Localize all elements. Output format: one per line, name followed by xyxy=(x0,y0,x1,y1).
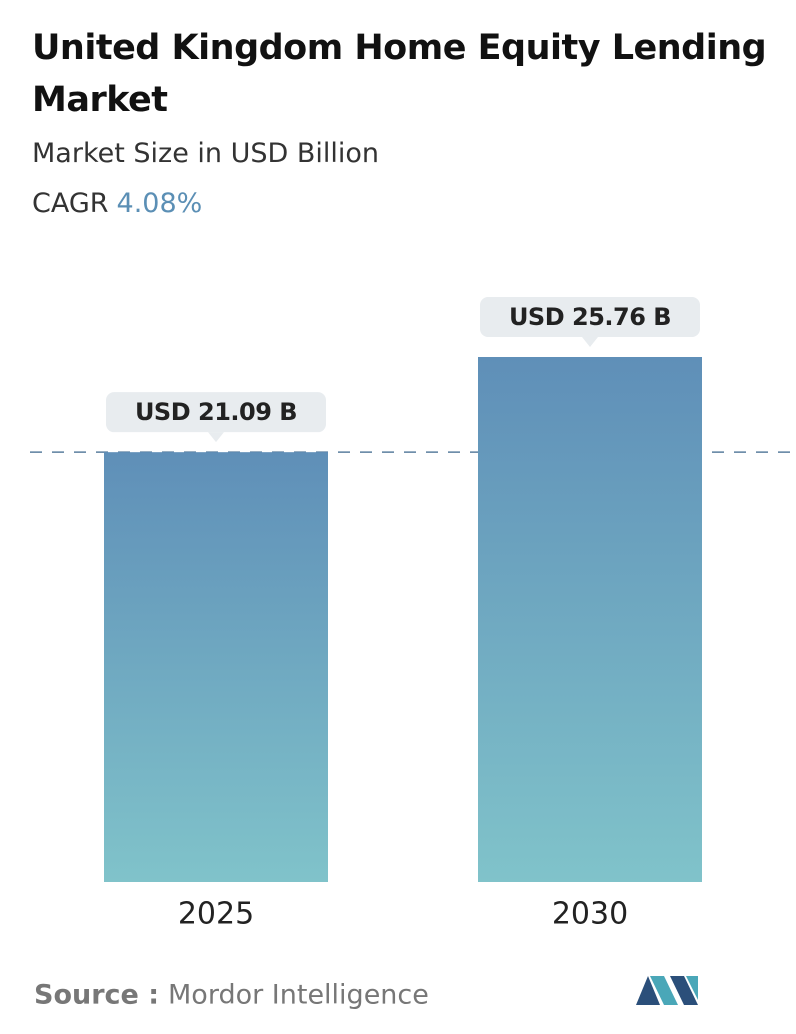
cagr: CAGR 4.08% xyxy=(32,188,202,219)
x-tick-label: 2030 xyxy=(552,897,628,932)
logo xyxy=(636,976,698,1005)
x-tick-label: 2025 xyxy=(178,897,254,932)
value-label-box xyxy=(480,297,700,337)
chart-title: United Kingdom Home Equity Lending Marke… xyxy=(32,28,767,120)
value-label-pointer xyxy=(582,337,598,347)
cagr-label: CAGR xyxy=(32,188,109,219)
bar xyxy=(104,452,328,882)
value-label-pointer xyxy=(208,432,224,443)
value-label-box xyxy=(106,392,326,433)
source: Mordor Intelligence xyxy=(168,980,429,1011)
cagr-value: 4.08% xyxy=(116,188,203,219)
chart-subtitle: Market Size in USD Billion xyxy=(32,138,380,169)
source-label: Source : xyxy=(34,980,159,1011)
bar xyxy=(478,357,702,882)
value-label: USD 21.09 B xyxy=(135,398,297,426)
value-label: USD 25.76 B xyxy=(509,303,671,331)
